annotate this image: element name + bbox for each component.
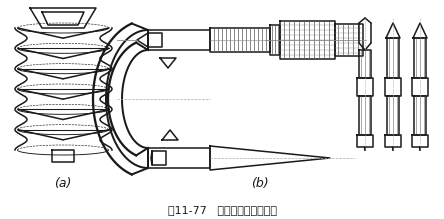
Text: (a): (a) <box>54 177 71 189</box>
Text: (b): (b) <box>251 177 269 189</box>
Text: 图11-77   螺纹百分尺测量中径: 图11-77 螺纹百分尺测量中径 <box>167 205 277 215</box>
